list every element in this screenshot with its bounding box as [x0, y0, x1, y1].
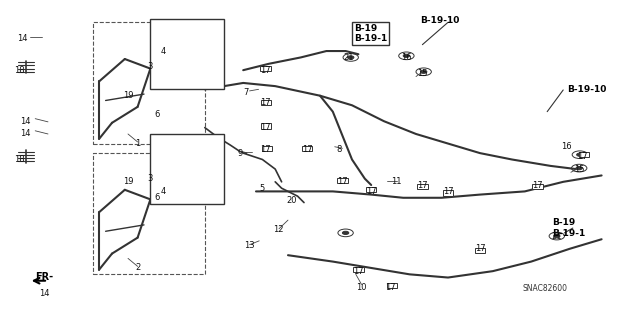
Text: B-19-10: B-19-10 [567, 85, 607, 94]
Text: 15: 15 [574, 165, 584, 174]
Bar [260, 66, 271, 71]
Circle shape [264, 147, 269, 150]
Text: 1: 1 [135, 139, 140, 148]
Text: 18: 18 [14, 155, 24, 164]
Text: 17: 17 [385, 283, 396, 292]
Bar [150, 19, 224, 89]
Circle shape [389, 284, 394, 287]
Text: SNAC82600: SNAC82600 [522, 284, 567, 293]
Text: 17: 17 [532, 181, 543, 189]
Bar [302, 146, 312, 151]
Text: 17: 17 [366, 187, 376, 196]
Bar [337, 178, 348, 183]
Bar [150, 134, 224, 204]
Text: 2: 2 [135, 263, 140, 272]
Text: B-19
B-19-1: B-19 B-19-1 [552, 219, 585, 238]
Text: FR-: FR- [35, 271, 53, 282]
Text: 5: 5 [260, 184, 265, 193]
Text: 14: 14 [20, 130, 31, 138]
Text: 21: 21 [552, 232, 562, 241]
Text: 17: 17 [302, 145, 312, 154]
Bar [579, 152, 589, 157]
Circle shape [403, 54, 410, 57]
Text: 4: 4 [161, 187, 166, 196]
Circle shape [581, 153, 586, 156]
Text: 17: 17 [337, 177, 348, 186]
Text: 17: 17 [260, 123, 271, 132]
Text: B-19-10: B-19-10 [420, 16, 460, 25]
Circle shape [342, 231, 349, 234]
Text: 21: 21 [344, 53, 354, 62]
Circle shape [356, 268, 361, 271]
Circle shape [535, 185, 540, 188]
Text: 17: 17 [260, 66, 271, 75]
Text: 14: 14 [17, 34, 28, 43]
Text: B-19
B-19-1: B-19 B-19-1 [354, 24, 387, 43]
Circle shape [554, 234, 560, 238]
Text: 16: 16 [401, 53, 412, 62]
Circle shape [263, 67, 268, 70]
Circle shape [369, 189, 374, 191]
Circle shape [420, 185, 425, 188]
Bar [387, 283, 397, 288]
Circle shape [420, 70, 427, 73]
Text: 10: 10 [356, 283, 367, 292]
Text: 8: 8 [337, 145, 342, 154]
Text: 3: 3 [148, 63, 153, 71]
Bar [93, 22, 205, 144]
Text: 17: 17 [443, 187, 453, 196]
Bar [475, 248, 485, 253]
Text: 17: 17 [260, 145, 271, 154]
Text: 9: 9 [237, 149, 243, 158]
Text: 7: 7 [244, 88, 249, 97]
Text: 19: 19 [123, 177, 133, 186]
Text: 20: 20 [286, 197, 296, 205]
Circle shape [264, 125, 269, 127]
Text: 13: 13 [244, 241, 255, 250]
Bar [262, 146, 272, 151]
Text: 17: 17 [260, 98, 271, 107]
Text: 17: 17 [475, 244, 485, 253]
Text: 6: 6 [154, 110, 159, 119]
Bar [353, 267, 364, 272]
Text: 3: 3 [148, 174, 153, 183]
Text: 17: 17 [353, 267, 364, 276]
Bar [417, 184, 428, 189]
Text: 17: 17 [577, 152, 588, 161]
Circle shape [340, 179, 345, 182]
Circle shape [445, 192, 451, 194]
Text: 6: 6 [154, 193, 159, 202]
Bar [261, 123, 271, 129]
Text: 4: 4 [161, 47, 166, 56]
Circle shape [305, 147, 310, 150]
Circle shape [576, 167, 582, 170]
Text: 18: 18 [14, 66, 24, 75]
Bar [261, 100, 271, 105]
Circle shape [348, 56, 354, 59]
Text: 11: 11 [392, 177, 402, 186]
Text: 16: 16 [561, 142, 572, 151]
Text: 14: 14 [20, 117, 31, 126]
Bar [366, 187, 376, 192]
Bar [532, 184, 543, 189]
Text: 12: 12 [273, 225, 284, 234]
Circle shape [264, 101, 269, 103]
Circle shape [477, 249, 483, 252]
Bar [93, 153, 205, 274]
Text: 14: 14 [40, 289, 50, 298]
Text: 17: 17 [417, 181, 428, 189]
Circle shape [577, 153, 583, 156]
Bar [443, 190, 453, 196]
Text: 19: 19 [123, 91, 133, 100]
Text: 15: 15 [417, 69, 428, 78]
